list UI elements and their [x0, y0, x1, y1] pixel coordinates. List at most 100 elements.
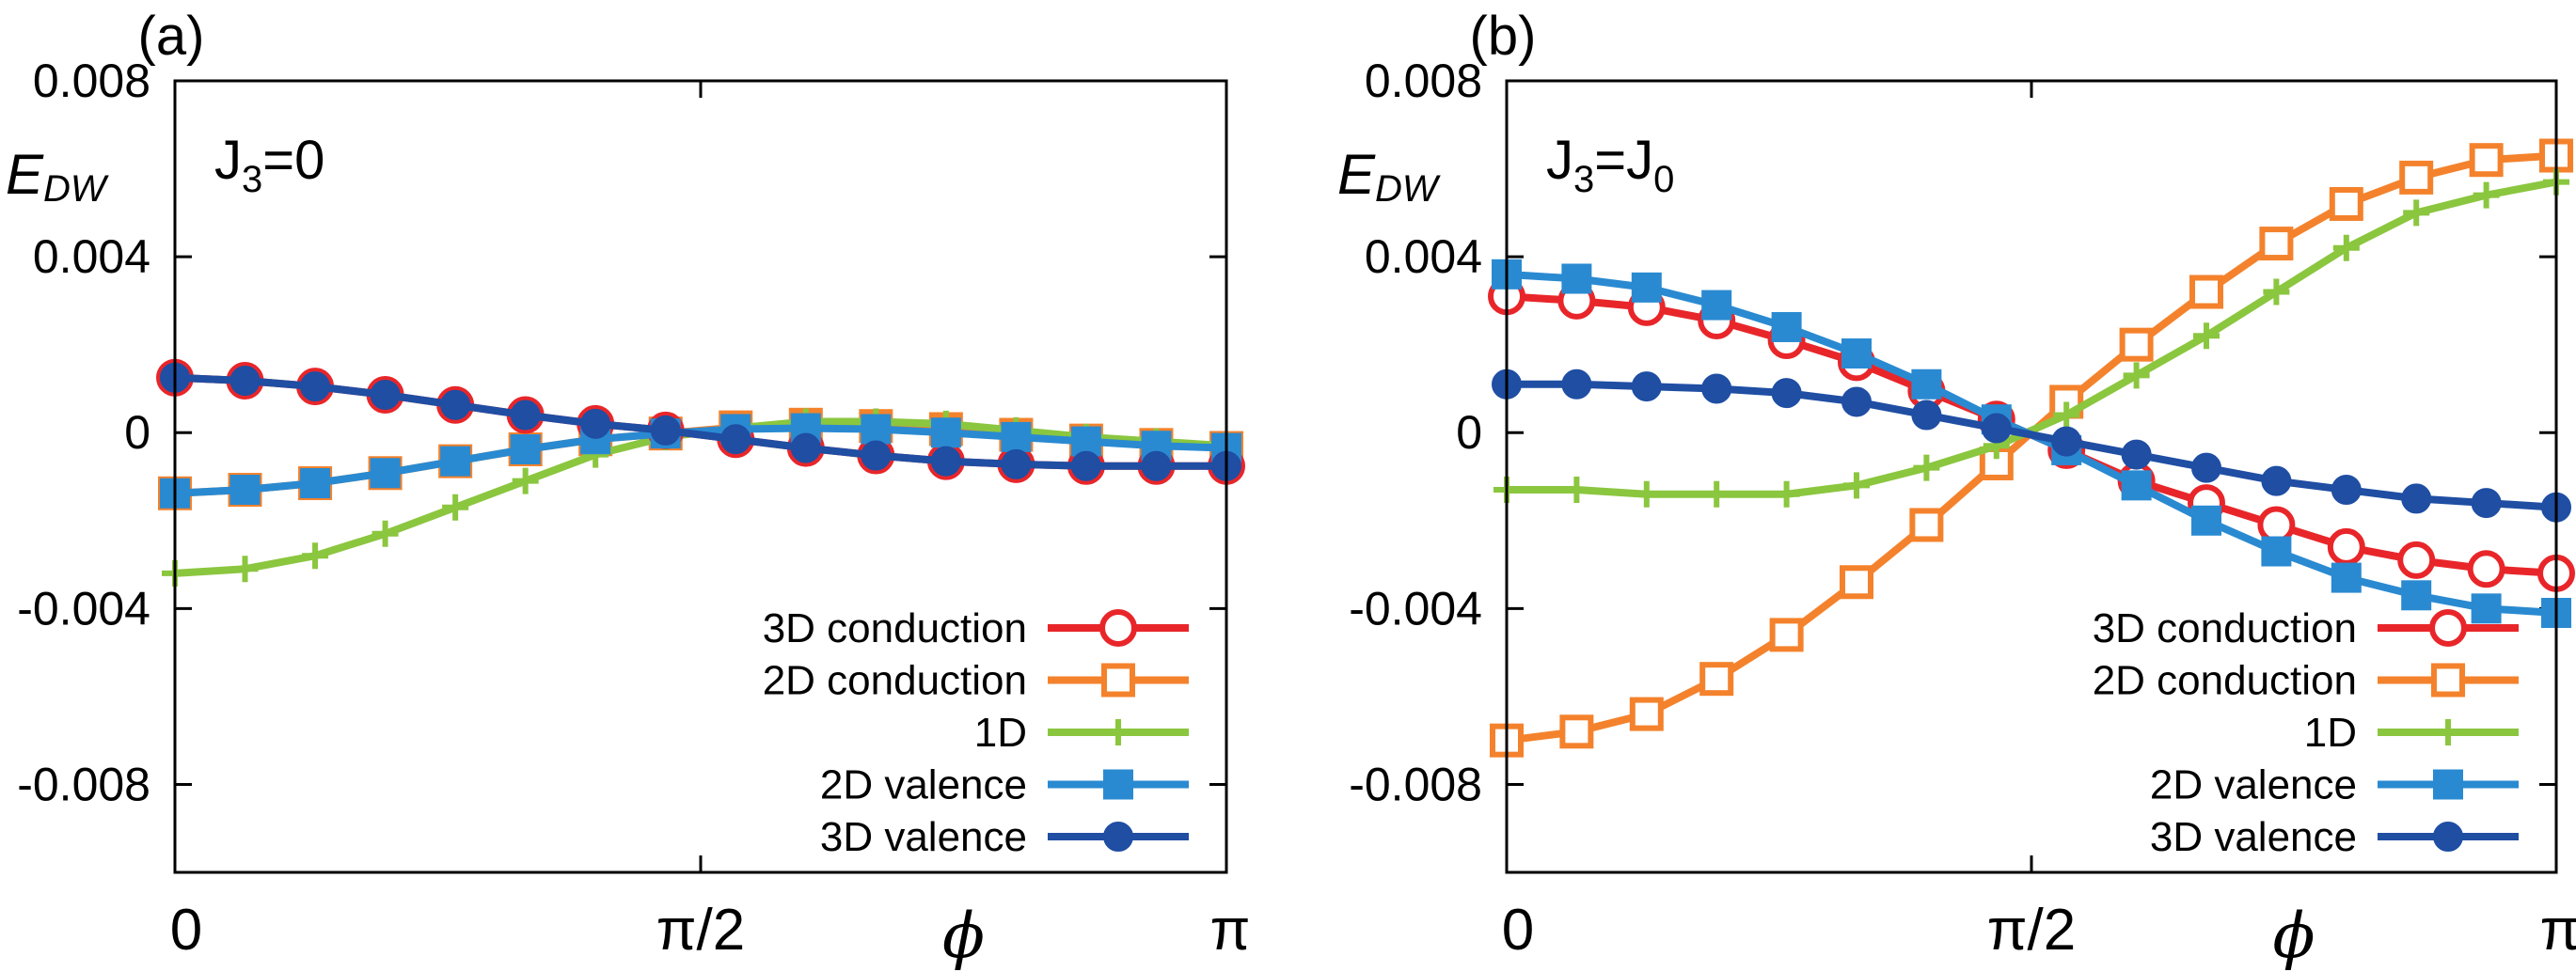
series-line — [174, 373, 1227, 470]
legend-entry: 2D conduction — [2093, 658, 2519, 704]
legend-label: 3D conduction — [763, 605, 1027, 651]
data-point — [2121, 439, 2152, 470]
data-point — [1771, 311, 1802, 342]
data-point — [1769, 618, 1804, 652]
data-point — [2469, 143, 2504, 178]
plot-frame — [173, 79, 1228, 874]
data-point — [2261, 465, 2292, 496]
data-point — [371, 520, 399, 547]
data-point — [442, 494, 469, 521]
data-point — [1771, 378, 1802, 409]
data-point — [2257, 506, 2296, 544]
data-point — [1070, 426, 1101, 457]
data-point — [1070, 450, 1101, 481]
legend-entry: 3D conduction — [2093, 605, 2519, 651]
data-point — [930, 417, 961, 448]
data-point — [1981, 413, 2012, 444]
data-point — [2123, 362, 2150, 389]
x-tick-label: 0 — [1502, 898, 1534, 963]
axis-ticks — [173, 79, 1228, 872]
data-point — [1843, 472, 1870, 499]
series-3d-valence — [1492, 368, 2572, 523]
data-point — [2259, 227, 2294, 261]
data-point — [2399, 160, 2434, 195]
data-point — [1841, 338, 1873, 369]
chart-panel-1: 0.008 0.004 0 -0.004 -0.008 0 π/2 π ϕ EDW (a) J3=0 3… — [6, 6, 1250, 972]
legend-marker — [1105, 719, 1131, 745]
data-point — [1561, 263, 1592, 294]
panel-label: (a) — [138, 6, 205, 67]
legend-label: 2D conduction — [763, 658, 1027, 704]
data-point — [370, 458, 401, 489]
data-point — [1631, 272, 1662, 303]
data-point — [231, 556, 259, 583]
legend-entry: 3D conduction — [763, 605, 1189, 651]
data-point — [1909, 508, 1944, 542]
data-point — [510, 400, 541, 431]
y-axis-label: EDW — [1337, 143, 1441, 210]
y-tick-label: 0.008 — [1365, 55, 1482, 107]
data-point — [440, 446, 471, 477]
y-tick-label: 0.004 — [1365, 230, 1482, 283]
legend-entry: 3D valence — [820, 814, 1189, 860]
data-point — [1563, 477, 1590, 504]
x-axis-label: ϕ — [942, 900, 985, 972]
legend-entry: 3D valence — [2150, 814, 2519, 860]
data-point — [1701, 290, 1732, 321]
data-point — [2193, 322, 2220, 350]
y-tick-label: 0.004 — [33, 230, 150, 283]
x-tick-label: π/2 — [656, 898, 745, 963]
data-point — [302, 542, 329, 570]
data-point — [510, 433, 541, 464]
series-2d-conduction — [1490, 138, 2574, 758]
data-point — [2331, 562, 2362, 593]
series-line — [1506, 151, 2557, 745]
data-point — [370, 379, 401, 410]
data-point — [1629, 697, 1664, 731]
series-3d-valence — [160, 362, 1242, 481]
legend-entry: 1D — [2304, 710, 2519, 756]
legend-label: 1D — [974, 710, 1027, 756]
data-point — [229, 366, 261, 397]
legend-marker — [2435, 719, 2461, 745]
series-line — [174, 417, 1227, 577]
coupling-annotation: J3=J0 — [1546, 130, 1674, 200]
plot-frame — [1505, 79, 2558, 874]
data-point — [1701, 373, 1732, 404]
data-point — [1911, 400, 1942, 431]
data-point — [1561, 368, 1592, 400]
data-point — [1699, 662, 1734, 697]
data-point — [790, 432, 821, 463]
data-point — [440, 389, 471, 420]
data-point — [1001, 448, 1032, 479]
data-point — [2051, 426, 2082, 457]
y-axis-label: EDW — [6, 143, 109, 210]
legend: 3D conduction 2D conduction 1D 2D valence 3D… — [763, 605, 1189, 860]
x-axis-label: ϕ — [2273, 900, 2315, 972]
legend-label: 3D conduction — [2093, 605, 2357, 651]
data-point — [2332, 234, 2360, 261]
chart-panel-2: 0.008 0.004 0 -0.004 -0.008 0 π/2 π ϕ EDW (b) J3=J0… — [1337, 6, 2576, 972]
data-point — [2397, 541, 2436, 579]
data-point — [2261, 536, 2292, 567]
data-point — [229, 475, 261, 506]
legend-marker — [2431, 663, 2465, 698]
data-point — [650, 415, 681, 446]
data-point — [2189, 274, 2224, 309]
series-1d — [1493, 168, 2569, 508]
x-tick-label: π — [2540, 898, 2576, 963]
legend-marker — [2429, 609, 2467, 647]
legend-label: 3D valence — [2150, 814, 2357, 860]
legend-marker — [1101, 663, 1135, 698]
data-point — [2053, 401, 2080, 429]
y-tick-label: 0.008 — [33, 55, 150, 107]
data-point — [300, 468, 331, 499]
data-point — [2121, 470, 2152, 501]
y-tick-label: -0.004 — [1349, 582, 1482, 635]
legend: 3D conduction 2D conduction 1D 2D valence 3D… — [2093, 605, 2519, 860]
data-point — [2403, 199, 2430, 227]
legend-entry: 1D — [974, 710, 1189, 756]
data-point — [720, 424, 751, 455]
data-point — [1703, 480, 1731, 508]
data-point — [2401, 580, 2432, 611]
